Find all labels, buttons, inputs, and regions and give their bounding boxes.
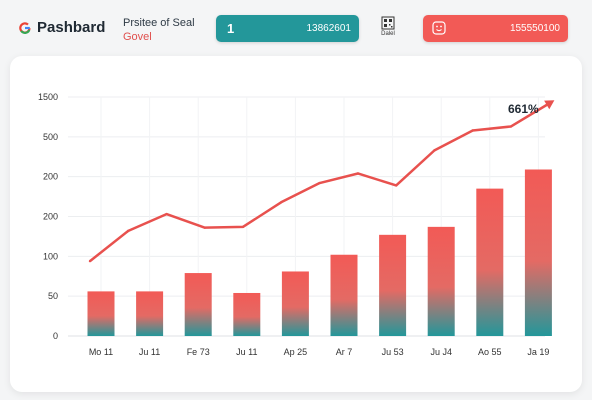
smiley-icon bbox=[432, 21, 446, 35]
g-logo-icon bbox=[19, 21, 31, 34]
bar[interactable] bbox=[427, 226, 455, 336]
y-tick-label: 500 bbox=[43, 132, 58, 142]
line-point bbox=[318, 181, 321, 185]
teal-metric-card[interactable]: 1 13862601 bbox=[216, 15, 359, 42]
line-point bbox=[433, 149, 436, 152]
line-point bbox=[165, 212, 168, 216]
bar[interactable] bbox=[281, 271, 309, 336]
bar[interactable] bbox=[184, 273, 212, 336]
x-tick-label: Ar 7 bbox=[336, 347, 353, 357]
growth-annotation: 661% bbox=[508, 102, 539, 116]
line-point bbox=[394, 184, 398, 187]
line-point bbox=[88, 259, 92, 263]
y-tick-label: 1500 bbox=[38, 92, 58, 102]
top-bar: Pashbard Prsitee of Seal Govel 1 1386260… bbox=[0, 0, 592, 58]
line-point bbox=[127, 229, 130, 233]
red-metric-card[interactable]: 155550100 bbox=[423, 15, 568, 42]
line-point bbox=[241, 225, 245, 229]
line-point bbox=[509, 125, 513, 128]
trend-arrowhead bbox=[544, 100, 555, 110]
y-tick-label: 0 bbox=[53, 331, 58, 341]
subtitle-block: Prsitee of Seal Govel bbox=[123, 16, 195, 44]
brand[interactable]: Pashbard bbox=[18, 19, 105, 36]
y-tick-label: 200 bbox=[43, 172, 58, 182]
line-point bbox=[356, 172, 360, 175]
x-tick-label: Ju 11 bbox=[139, 347, 160, 357]
bar[interactable] bbox=[87, 291, 115, 336]
subtitle-line-1: Prsitee of Seal bbox=[123, 17, 195, 29]
qr-label: Dalel bbox=[381, 31, 395, 37]
y-tick-label: 200 bbox=[43, 212, 58, 222]
x-tick-label: Mo 11 bbox=[89, 347, 113, 357]
x-tick-label: Ja 19 bbox=[527, 347, 549, 357]
x-tick-label: Ap 25 bbox=[284, 347, 308, 357]
bar[interactable] bbox=[524, 169, 552, 336]
y-tick-label: 100 bbox=[43, 251, 58, 261]
teal-metric-index: 1 bbox=[227, 21, 235, 36]
line-point bbox=[280, 200, 283, 204]
x-tick-label: Ao 55 bbox=[478, 347, 502, 357]
bar[interactable] bbox=[330, 254, 358, 336]
subtitle-line-2: Govel bbox=[123, 31, 152, 43]
app-title: Pashbard bbox=[37, 19, 106, 36]
red-metric-value: 155550100 bbox=[509, 23, 560, 34]
bar[interactable] bbox=[233, 292, 261, 336]
qr-button[interactable]: Dalel bbox=[378, 16, 398, 37]
y-tick-label: 50 bbox=[48, 291, 58, 301]
qr-code-icon bbox=[381, 16, 395, 30]
bar[interactable] bbox=[379, 234, 407, 336]
line-point bbox=[471, 129, 474, 132]
x-tick-label: Ju 53 bbox=[382, 347, 404, 357]
x-tick-label: Fe 73 bbox=[187, 347, 210, 357]
line-point bbox=[203, 226, 207, 229]
x-tick-label: Ju J4 bbox=[430, 347, 452, 357]
x-tick-label: Ju 11 bbox=[236, 347, 257, 357]
teal-metric-value: 13862601 bbox=[306, 23, 352, 34]
bar[interactable] bbox=[136, 291, 164, 336]
bar[interactable] bbox=[476, 188, 504, 336]
